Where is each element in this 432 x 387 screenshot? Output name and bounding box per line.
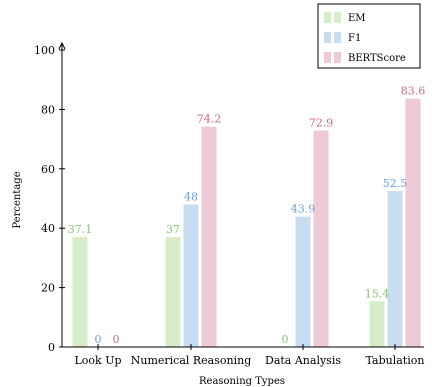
data-labels-layer: 37.1 37 0 15.4 0 48 43.9 52.5 0 74.2 72.9 83.6 (68, 85, 426, 346)
data-label-f1-data-analysis: 43.9 (291, 203, 316, 216)
data-label-f1-tabulation: 52.5 (383, 177, 408, 190)
data-label-bertscore-numerical-reasoning: 74.2 (197, 113, 222, 126)
axes-layer: 0 20 40 60 80 100 Look Up Numerical Reasoning Da… (34, 41, 425, 367)
data-label-em-data-analysis: 0 (282, 333, 289, 346)
legend-swatch-em (324, 12, 331, 23)
legend-swatch-f1 (324, 32, 331, 43)
bar-f1-numerical-reasoning (183, 204, 199, 347)
legend: EM F1 BERTScore (317, 3, 421, 69)
legend-label-bertscore: BERTScore (348, 53, 406, 64)
y-tick-label-0: 0 (48, 341, 55, 354)
bar-bertscore-tabulation (405, 98, 421, 347)
x-tick-label-look-up: Look Up (74, 354, 121, 367)
data-label-f1-look-up: 0 (95, 333, 102, 346)
data-label-em-tabulation: 15.4 (365, 287, 390, 300)
bar-em-look-up (72, 236, 88, 347)
y-tick-label-80: 80 (41, 103, 55, 116)
legend-swatch-em-2 (334, 12, 341, 23)
y-axis-arrow (58, 41, 66, 50)
bar-bertscore-data-analysis (313, 130, 329, 347)
bar-em-numerical-reasoning (165, 237, 181, 347)
bar-bertscore-numerical-reasoning (201, 126, 217, 347)
legend-label-em: EM (348, 13, 366, 24)
legend-swatch-f1-2 (334, 32, 341, 43)
y-tick-label-40: 40 (41, 222, 55, 235)
data-label-em-look-up: 37.1 (68, 223, 93, 236)
legend-swatch-bertscore (324, 52, 331, 63)
data-label-bertscore-tabulation: 83.6 (401, 85, 426, 98)
x-axis-title: Reasoning Types (199, 376, 285, 387)
x-tick-label-data-analysis: Data Analysis (265, 354, 341, 367)
x-tick-label-numerical-reasoning: Numerical Reasoning (131, 354, 252, 367)
data-label-bertscore-look-up: 0 (113, 333, 120, 346)
legend-label-f1: F1 (348, 33, 361, 44)
y-tick-label-100: 100 (34, 44, 55, 57)
data-label-f1-numerical-reasoning: 48 (184, 190, 198, 203)
bar-f1-data-analysis (295, 216, 311, 347)
bars-layer (72, 98, 421, 347)
x-tick-label-tabulation: Tabulation (366, 354, 425, 367)
bar-f1-tabulation (387, 191, 403, 347)
y-tick-label-20: 20 (41, 282, 55, 295)
bar-em-tabulation (369, 301, 385, 347)
y-tick-label-60: 60 (41, 163, 55, 176)
y-axis-title: Percentage (12, 171, 23, 228)
legend-swatch-bertscore-2 (334, 52, 341, 63)
data-label-bertscore-data-analysis: 72.9 (309, 116, 334, 129)
data-label-em-numerical-reasoning: 37 (166, 223, 180, 236)
